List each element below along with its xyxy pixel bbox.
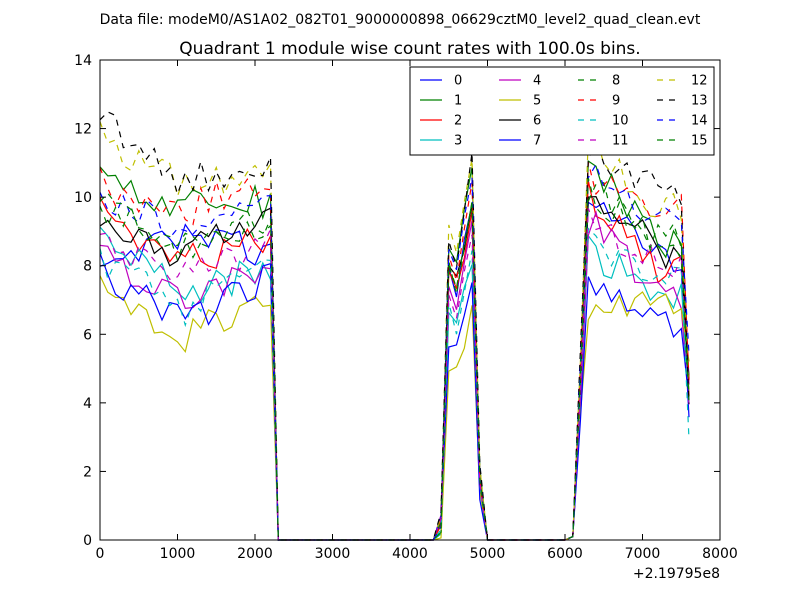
y-tick-label: 14 (74, 53, 92, 69)
legend-label-4: 4 (533, 74, 541, 89)
y-tick-label: 10 (74, 190, 92, 206)
legend-label-1: 1 (454, 94, 462, 109)
y-tick-label: 4 (83, 396, 92, 412)
y-tick-label: 0 (83, 533, 92, 549)
x-tick-label: 0 (96, 546, 105, 562)
legend-label-6: 6 (533, 114, 541, 129)
plot-lines (99, 111, 690, 541)
legend-label-3: 3 (454, 134, 462, 149)
legend-label-8: 8 (612, 74, 620, 89)
x-tick-label: 7000 (625, 546, 661, 562)
series-line-0 (99, 201, 690, 541)
legend-label-10: 10 (612, 114, 629, 129)
legend-label-12: 12 (691, 74, 708, 89)
legend-box (409, 66, 715, 156)
series-line-12 (99, 121, 690, 541)
x-tick-label: 4000 (392, 546, 428, 562)
x-axis: 0 1000 2000 3000 4000 5000 6000 7000 8000 (96, 60, 738, 562)
x-tick-label: 2000 (237, 546, 273, 562)
legend-label-11: 11 (612, 134, 629, 149)
y-tick-label: 8 (83, 259, 92, 275)
series-line-6 (99, 195, 690, 541)
legend-label-5: 5 (533, 94, 541, 109)
x-tick-label: 3000 (315, 546, 351, 562)
chart-suptitle: Data file: modeM0/AS1A02_082T01_90000008… (100, 12, 701, 28)
x-tick-label: 6000 (547, 546, 583, 562)
series-line-8 (99, 182, 690, 541)
legend-label-7: 7 (533, 134, 541, 149)
series-line-15 (99, 178, 690, 541)
x-tick-label: 1000 (160, 546, 196, 562)
legend-label-15: 15 (691, 134, 708, 149)
x-tick-label: 8000 (702, 546, 738, 562)
y-tick-label: 2 (83, 464, 92, 480)
series-line-10 (99, 227, 690, 541)
y-tick-label: 12 (74, 122, 92, 138)
legend-label-13: 13 (691, 94, 708, 109)
x-tick-label: 5000 (470, 546, 506, 562)
legend-label-2: 2 (454, 114, 462, 129)
legend-label-9: 9 (612, 94, 620, 109)
series-line-2 (99, 180, 690, 541)
series-line-7 (99, 252, 690, 541)
series-line-11 (99, 208, 690, 541)
x-offset-label: +2.19795e8 (633, 566, 720, 582)
legend-label-0: 0 (454, 74, 462, 89)
y-tick-label: 6 (83, 327, 92, 343)
series-line-13 (99, 111, 690, 541)
series-line-14 (99, 163, 690, 541)
chart-title: Quadrant 1 module wise count rates with … (179, 39, 640, 59)
legend-label-14: 14 (691, 114, 708, 129)
series-line-3 (99, 226, 690, 541)
